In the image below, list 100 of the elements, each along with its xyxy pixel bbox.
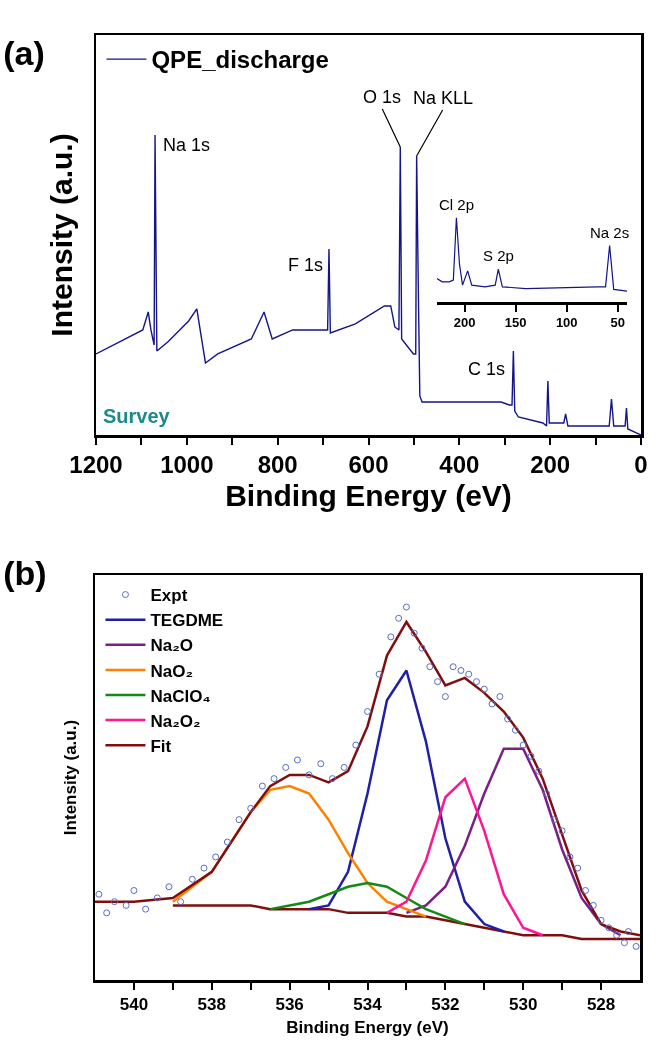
- point: [305, 771, 313, 779]
- legend-label: Expt: [150, 586, 188, 606]
- x-tick-label: 100: [555, 315, 578, 331]
- annotation: Cl 2p: [439, 196, 475, 213]
- point: [270, 775, 278, 783]
- point: [574, 864, 582, 872]
- x-tick-label: 540: [119, 994, 149, 1014]
- point: [142, 905, 150, 913]
- point: [293, 756, 301, 764]
- point: [352, 741, 360, 749]
- point: [177, 898, 185, 906]
- point: [504, 715, 512, 723]
- point: [200, 864, 208, 872]
- point: [457, 666, 465, 674]
- x-tick-label: 528: [586, 994, 616, 1014]
- point: [418, 644, 426, 652]
- point: [597, 916, 605, 924]
- point: [613, 931, 621, 939]
- annotation: O 1s: [363, 87, 402, 107]
- point: [258, 782, 266, 790]
- y-axis-title: Intensity (a.u.): [60, 719, 80, 836]
- point: [165, 883, 173, 891]
- point: [543, 790, 551, 798]
- x-tick-label: 530: [509, 994, 538, 1014]
- x-tick-label: 536: [275, 994, 304, 1014]
- x-tick-label: 200: [530, 451, 571, 479]
- point: [103, 909, 111, 917]
- annotation: Na 1s: [163, 135, 211, 155]
- annotation: C 1s: [468, 359, 506, 379]
- point: [441, 693, 449, 701]
- point: [426, 663, 434, 671]
- x-axis-title: Binding Energy (eV): [225, 479, 512, 513]
- chart-title: (a): [3, 33, 45, 72]
- point: [496, 693, 504, 701]
- point: [110, 898, 118, 906]
- point: [527, 752, 535, 760]
- annotation: Na 2s: [590, 224, 630, 241]
- point: [519, 741, 527, 749]
- annotation: F 1s: [288, 255, 324, 275]
- x-tick-label: 1200: [69, 451, 123, 479]
- point: [188, 875, 196, 883]
- annotation: Na KLL: [413, 88, 474, 108]
- point: [340, 763, 348, 771]
- point: [624, 928, 632, 936]
- annotation: S 2p: [483, 247, 514, 264]
- point: [235, 816, 243, 824]
- point: [558, 827, 566, 835]
- legend-label: NaClO₄: [150, 686, 211, 706]
- point: [317, 760, 325, 768]
- point: [122, 901, 130, 909]
- legend-label: Fit: [150, 736, 172, 756]
- point: [402, 603, 410, 611]
- point: [95, 890, 103, 898]
- point: [153, 894, 161, 902]
- x-tick-label: 538: [197, 994, 226, 1014]
- legend-label: Na₂O₂: [150, 711, 201, 731]
- legend-label: Na₂O: [150, 636, 193, 656]
- x-tick-label: 50: [610, 315, 626, 331]
- point: [282, 763, 290, 771]
- x-axis-title: Binding Energy (eV): [286, 1017, 449, 1037]
- x-tick-label: 800: [257, 451, 298, 479]
- point: [480, 685, 488, 693]
- x-tick-label: 200: [453, 315, 476, 331]
- point: [434, 678, 442, 686]
- point: [620, 939, 628, 947]
- point: [535, 767, 543, 775]
- point: [328, 775, 336, 783]
- point: [387, 633, 395, 641]
- x-tick-label: 600: [348, 451, 389, 479]
- point: [511, 726, 519, 734]
- chart-title: (b): [3, 553, 47, 592]
- point: [449, 663, 457, 671]
- point: [223, 838, 231, 846]
- point: [632, 942, 640, 950]
- x-tick-label: 1000: [160, 451, 214, 479]
- point: [130, 887, 138, 894]
- point: [395, 614, 403, 622]
- x-tick-label: 400: [439, 451, 480, 479]
- legend-label: QPE_discharge: [151, 46, 329, 74]
- y-axis-title: Intensity (a.u.): [45, 133, 79, 337]
- point: [605, 924, 613, 932]
- point: [465, 670, 473, 678]
- point: [247, 804, 255, 812]
- point: [488, 700, 496, 708]
- point: [473, 678, 480, 686]
- point: [364, 707, 371, 715]
- point: [212, 853, 220, 861]
- legend-label: NaO₂: [150, 661, 193, 681]
- x-tick-label: 534: [353, 994, 383, 1014]
- x-tick-label: 0: [634, 451, 648, 479]
- x-tick-label: 150: [504, 315, 527, 331]
- point: [410, 629, 418, 637]
- annotation: Survey: [103, 405, 171, 427]
- point: [582, 887, 589, 894]
- point: [550, 816, 558, 824]
- point: [589, 901, 597, 909]
- legend-label: TEGDME: [150, 611, 224, 631]
- point: [375, 670, 383, 678]
- point: [566, 853, 574, 861]
- x-tick-label: 532: [431, 994, 460, 1014]
